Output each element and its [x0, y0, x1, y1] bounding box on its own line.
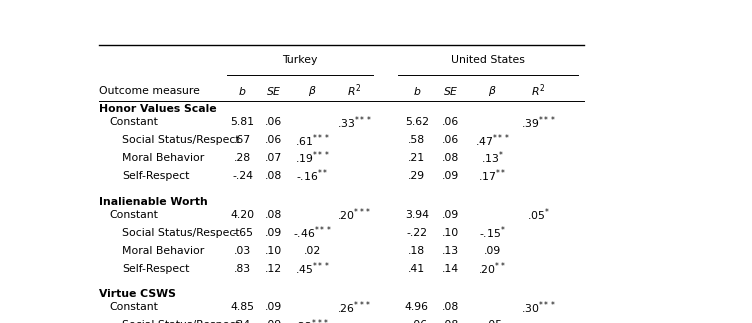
Text: .09: .09: [442, 171, 459, 181]
Text: -.24: -.24: [232, 171, 253, 181]
Text: .08: .08: [442, 302, 459, 312]
Text: .61$^{\mathregular{***}}$: .61$^{\mathregular{***}}$: [295, 132, 330, 149]
Text: .41: .41: [408, 264, 426, 274]
Text: Social Status/Respect: Social Status/Respect: [122, 228, 240, 238]
Text: Outcome measure: Outcome measure: [99, 86, 199, 96]
Text: Moral Behavior: Moral Behavior: [122, 153, 205, 163]
Text: .21: .21: [408, 153, 426, 163]
Text: .09: .09: [265, 302, 282, 312]
Text: 5.62: 5.62: [405, 117, 429, 127]
Text: $SE$: $SE$: [265, 85, 281, 97]
Text: 3.94: 3.94: [405, 210, 429, 220]
Text: .33$^{\mathregular{***}}$: .33$^{\mathregular{***}}$: [337, 114, 372, 130]
Text: Social Status/Respect: Social Status/Respect: [122, 135, 240, 145]
Text: .09: .09: [484, 246, 501, 256]
Text: .09: .09: [265, 228, 282, 238]
Text: Constant: Constant: [109, 117, 158, 127]
Text: .05$^{\mathregular{*}}$: .05$^{\mathregular{*}}$: [526, 206, 550, 223]
Text: Self-Respect: Self-Respect: [122, 171, 190, 181]
Text: $R^2$: $R^2$: [347, 83, 362, 99]
Text: 5.81: 5.81: [231, 117, 255, 127]
Text: .47$^{\mathregular{***}}$: .47$^{\mathregular{***}}$: [475, 132, 510, 149]
Text: .07: .07: [265, 153, 282, 163]
Text: .03: .03: [234, 246, 251, 256]
Text: .30$^{\mathregular{***}}$: .30$^{\mathregular{***}}$: [520, 299, 556, 316]
Text: .34: .34: [234, 320, 251, 323]
Text: .18: .18: [408, 246, 426, 256]
Text: $\beta$: $\beta$: [308, 84, 317, 98]
Text: 4.20: 4.20: [231, 210, 255, 220]
Text: Social Status/Respect: Social Status/Respect: [122, 320, 240, 323]
Text: .28: .28: [234, 153, 251, 163]
Text: -.65: -.65: [232, 228, 253, 238]
Text: .09: .09: [442, 210, 459, 220]
Text: .10: .10: [265, 246, 282, 256]
Text: $b$: $b$: [413, 85, 421, 97]
Text: -.15$^{\mathregular{*}}$: -.15$^{\mathregular{*}}$: [478, 224, 505, 241]
Text: United States: United States: [451, 55, 525, 65]
Text: .08: .08: [442, 153, 459, 163]
Text: Constant: Constant: [109, 210, 158, 220]
Text: $SE$: $SE$: [443, 85, 459, 97]
Text: .06: .06: [265, 117, 282, 127]
Text: .12: .12: [265, 264, 282, 274]
Text: .26$^{\mathregular{***}}$: .26$^{\mathregular{***}}$: [338, 299, 371, 316]
Text: .13: .13: [442, 246, 459, 256]
Text: Self-Respect: Self-Respect: [122, 264, 190, 274]
Text: -.06: -.06: [406, 320, 427, 323]
Text: .02: .02: [304, 246, 321, 256]
Text: .22$^{\mathregular{***}}$: .22$^{\mathregular{***}}$: [296, 317, 330, 323]
Text: $b$: $b$: [238, 85, 247, 97]
Text: .39$^{\mathregular{***}}$: .39$^{\mathregular{***}}$: [520, 114, 556, 130]
Text: .20$^{\mathregular{***}}$: .20$^{\mathregular{***}}$: [338, 206, 371, 223]
Text: Moral Behavior: Moral Behavior: [122, 246, 205, 256]
Text: .06: .06: [442, 135, 459, 145]
Text: Virtue CSWS: Virtue CSWS: [99, 289, 175, 299]
Text: $\beta$: $\beta$: [488, 84, 496, 98]
Text: .08: .08: [442, 320, 459, 323]
Text: .58: .58: [408, 135, 426, 145]
Text: .09: .09: [265, 320, 282, 323]
Text: .67: .67: [234, 135, 251, 145]
Text: -.16$^{\mathregular{**}}$: -.16$^{\mathregular{**}}$: [296, 168, 329, 184]
Text: .06: .06: [265, 135, 282, 145]
Text: .14: .14: [442, 264, 459, 274]
Text: $R^2$: $R^2$: [531, 83, 545, 99]
Text: .45$^{\mathregular{***}}$: .45$^{\mathregular{***}}$: [295, 260, 330, 277]
Text: -.05: -.05: [481, 320, 502, 323]
Text: .20$^{\mathregular{**}}$: .20$^{\mathregular{**}}$: [478, 260, 506, 277]
Text: -.46$^{\mathregular{***}}$: -.46$^{\mathregular{***}}$: [293, 224, 332, 241]
Text: .83: .83: [234, 264, 251, 274]
Text: Inalienable Worth: Inalienable Worth: [99, 197, 208, 207]
Text: Turkey: Turkey: [282, 55, 317, 65]
Text: 4.85: 4.85: [231, 302, 255, 312]
Text: .08: .08: [265, 171, 282, 181]
Text: .06: .06: [442, 117, 459, 127]
Text: Honor Values Scale: Honor Values Scale: [99, 104, 217, 114]
Text: Constant: Constant: [109, 302, 158, 312]
Text: .17$^{\mathregular{**}}$: .17$^{\mathregular{**}}$: [478, 168, 506, 184]
Text: -.22: -.22: [406, 228, 427, 238]
Text: .13$^{\mathregular{*}}$: .13$^{\mathregular{*}}$: [481, 150, 504, 166]
Text: .19$^{\mathregular{***}}$: .19$^{\mathregular{***}}$: [295, 150, 330, 166]
Text: .10: .10: [442, 228, 459, 238]
Text: 4.96: 4.96: [405, 302, 429, 312]
Text: .29: .29: [408, 171, 426, 181]
Text: .08: .08: [265, 210, 282, 220]
